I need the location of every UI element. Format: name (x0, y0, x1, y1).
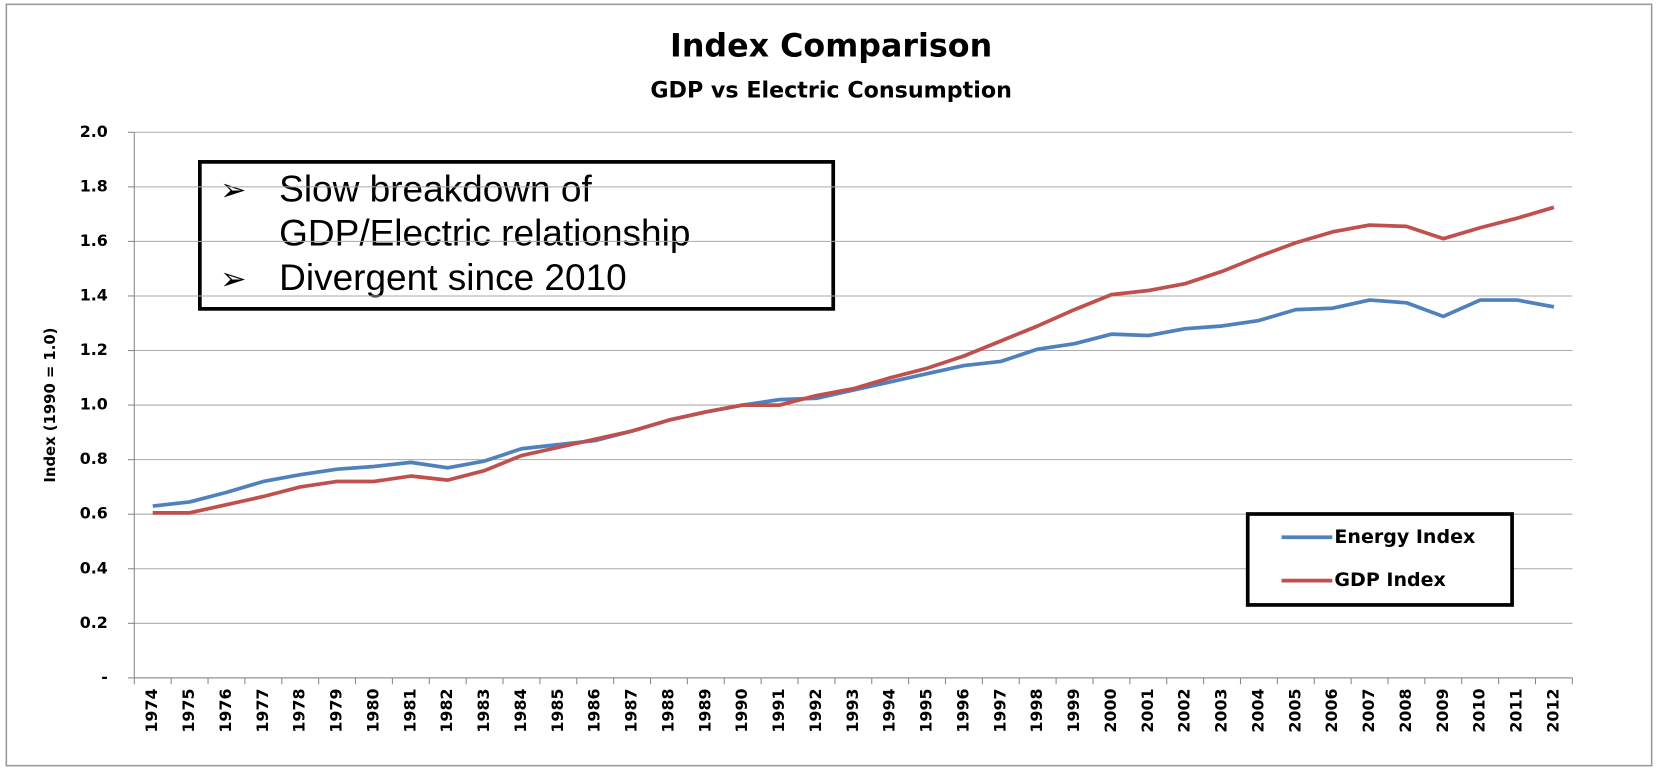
y-tick-label: 1.6 (80, 231, 108, 250)
x-tick-label: 1977 (253, 688, 272, 732)
y-tick-label: 1.8 (80, 176, 108, 195)
x-tick-label: 1979 (327, 688, 346, 732)
x-tick-label: 1997 (990, 688, 1009, 732)
x-tick-label: 1991 (769, 688, 788, 732)
y-tick-label: 0.8 (80, 449, 108, 468)
x-tick-label: 2004 (1248, 688, 1267, 732)
x-tick-label: 1983 (474, 688, 493, 732)
y-tick-label: 0.2 (80, 613, 108, 632)
annotation-text: Slow breakdown of (279, 168, 592, 209)
x-tick-label: 2005 (1285, 688, 1304, 732)
annotation-text: GDP/Electric relationship (279, 213, 690, 254)
x-tick-label: 2009 (1433, 688, 1452, 732)
x-tick-label: 2011 (1507, 688, 1526, 732)
y-tick-label: 1.4 (80, 285, 108, 304)
x-tick-label: 1988 (658, 688, 677, 732)
legend-label: Energy Index (1334, 526, 1475, 548)
x-tick-label: 1986 (585, 688, 604, 732)
x-tick-label: 2003 (1212, 688, 1231, 732)
x-tick-label: 1990 (732, 688, 751, 732)
x-tick-label: 1993 (843, 688, 862, 732)
x-tick-label: 1975 (179, 688, 198, 732)
y-tick-label: 1.0 (80, 395, 108, 414)
y-tick-label: 1.2 (80, 340, 108, 359)
legend: Energy Index GDP Index (1245, 512, 1514, 607)
legend-label: GDP Index (1334, 569, 1445, 591)
x-tick-label: 2001 (1138, 688, 1157, 732)
x-tick-label: 1976 (216, 688, 235, 732)
y-tick-label: 0.4 (80, 558, 108, 577)
x-tick-label: 1974 (142, 688, 161, 732)
legend-frame (1245, 512, 1514, 607)
frame (5, 3, 1653, 767)
x-tick-label: 1989 (695, 688, 714, 732)
chart-subtitle: GDP vs Electric Consumption (650, 78, 1012, 104)
x-tick-label: 2010 (1470, 688, 1489, 732)
y-tick-label: 0.6 (80, 504, 108, 523)
x-tick-label: 2002 (1175, 688, 1194, 732)
x-tick-label: 1980 (363, 688, 382, 732)
x-tick-label: 2006 (1322, 688, 1341, 732)
x-tick-label: 1982 (437, 688, 456, 732)
x-tick-label: 1987 (622, 688, 641, 732)
x-tick-label: 2008 (1396, 688, 1415, 732)
x-tick-label: 1999 (1064, 688, 1083, 732)
x-tick-label: 1981 (400, 688, 419, 732)
data-line (152, 205, 1555, 515)
x-tick-label: 1998 (1027, 688, 1046, 732)
chart-title: Index Comparison (670, 29, 992, 65)
x-tick-label: 1994 (880, 688, 899, 732)
bullet-icon: ➢ (220, 261, 247, 297)
x-tick-label: 1992 (806, 688, 825, 732)
y-tick-label: - (101, 667, 108, 686)
x-tick-label: 2000 (1101, 688, 1120, 732)
x-tick-label: 2007 (1359, 688, 1378, 732)
y-tick-label: 2.0 (80, 122, 108, 141)
x-tick-label: 2012 (1543, 688, 1562, 732)
x-tick-label: 1978 (290, 688, 309, 732)
y-axis-label: Index (1990 = 1.0) (42, 328, 59, 483)
annotation-text: Divergent since 2010 (279, 257, 627, 298)
bullet-icon: ➢ (220, 172, 247, 208)
x-tick-label: 1996 (953, 688, 972, 732)
x-tick-label: 1995 (917, 688, 936, 732)
x-tick-label: 1985 (548, 688, 567, 732)
x-tick-label: 1984 (511, 688, 530, 732)
